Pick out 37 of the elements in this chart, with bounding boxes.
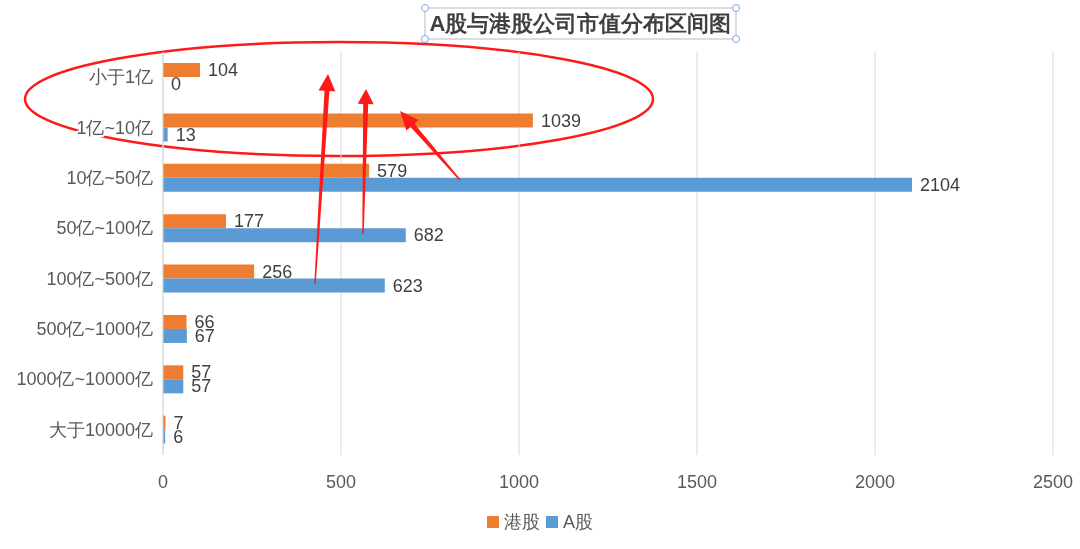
x-tick-label: 1000 bbox=[498, 471, 540, 492]
y-tick-label: 小于1亿 bbox=[88, 67, 153, 88]
data-label: 13 bbox=[175, 124, 196, 145]
data-label: 1039 bbox=[540, 110, 581, 131]
legend-label: A股 bbox=[562, 511, 593, 534]
bar bbox=[163, 278, 385, 293]
bar bbox=[163, 328, 187, 343]
x-tick-label: 2500 bbox=[1032, 471, 1074, 492]
x-tick-label: 1500 bbox=[676, 471, 718, 492]
y-tick-label: 10亿~50亿 bbox=[66, 167, 153, 188]
bar bbox=[163, 228, 406, 243]
data-label: 682 bbox=[413, 225, 444, 246]
data-label: 256 bbox=[262, 261, 293, 282]
bar bbox=[163, 163, 370, 178]
y-tick-label: 50亿~100亿 bbox=[56, 218, 153, 239]
data-label: 104 bbox=[208, 60, 239, 81]
legend-label: 港股 bbox=[503, 511, 540, 534]
y-tick-label: 500亿~1000亿 bbox=[36, 319, 153, 340]
y-tick-label: 100亿~500亿 bbox=[46, 268, 153, 289]
bar bbox=[163, 379, 184, 394]
bar bbox=[163, 113, 533, 128]
bar bbox=[163, 214, 227, 229]
y-tick-label: 大于10000亿 bbox=[48, 419, 153, 440]
data-label: 623 bbox=[392, 275, 423, 296]
data-label: 0 bbox=[171, 74, 182, 95]
bar bbox=[163, 365, 184, 380]
data-label: 579 bbox=[377, 160, 408, 181]
x-tick-label: 500 bbox=[325, 471, 357, 492]
y-tick-label: 1000亿~10000亿 bbox=[16, 369, 153, 390]
bar bbox=[163, 177, 913, 192]
data-label: 2104 bbox=[920, 174, 961, 195]
bar bbox=[163, 63, 201, 78]
data-label: 177 bbox=[234, 211, 265, 232]
x-tick-label: 0 bbox=[157, 471, 169, 492]
bar bbox=[163, 314, 187, 329]
bar bbox=[163, 264, 255, 279]
x-tick-label: 2000 bbox=[854, 471, 896, 492]
